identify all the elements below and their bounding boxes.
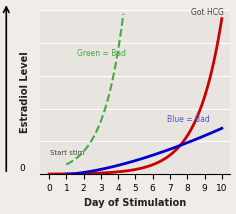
Text: 0: 0	[20, 163, 25, 172]
X-axis label: Day of Stimulation: Day of Stimulation	[84, 198, 187, 208]
Text: Green = Bad: Green = Bad	[77, 49, 126, 58]
Y-axis label: Estradiol Level: Estradiol Level	[20, 51, 30, 133]
Text: Got HCG: Got HCG	[191, 8, 223, 17]
Text: Start stim: Start stim	[50, 150, 84, 156]
Text: Blue = Bad: Blue = Bad	[167, 115, 209, 124]
